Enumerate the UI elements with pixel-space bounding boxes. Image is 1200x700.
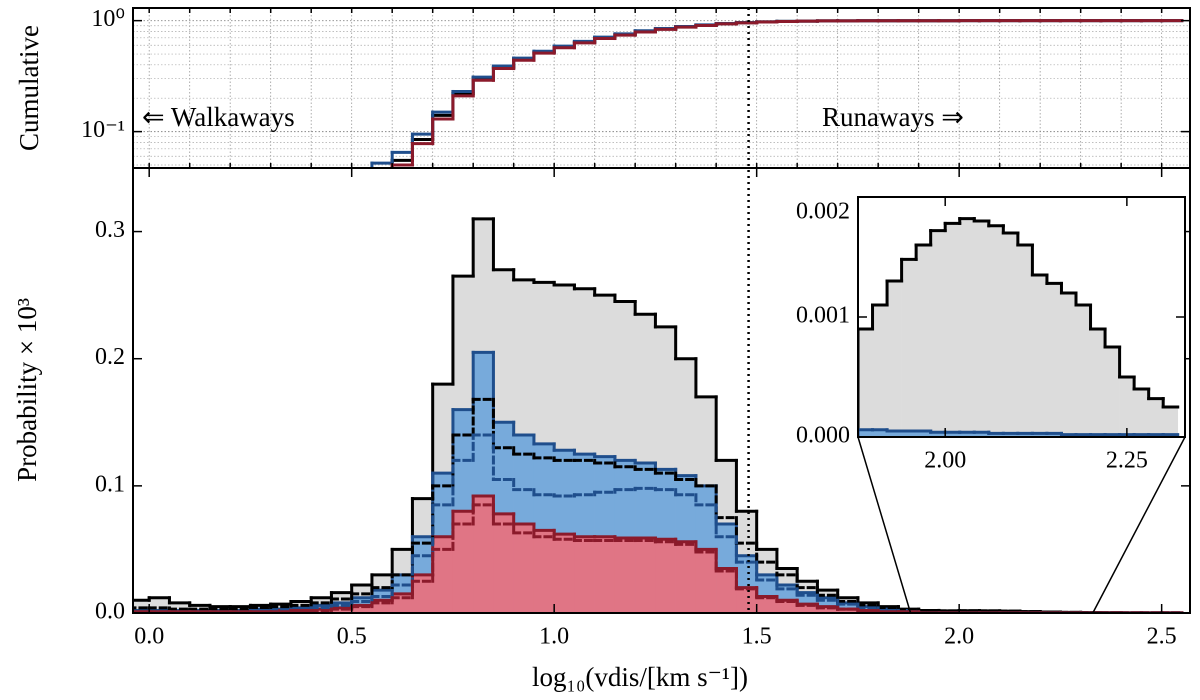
histogram-bar [1003, 233, 1019, 437]
histogram-bar [1017, 433, 1033, 437]
x-tick-label: 2.5 [1147, 624, 1177, 650]
histogram-bar [872, 305, 888, 437]
histogram-bar [452, 511, 474, 613]
zoom-connector [857, 436, 912, 614]
plot-area [133, 8, 1190, 168]
y-tick-label: 0.1 [95, 471, 125, 497]
histogram-bar [1105, 347, 1120, 437]
histogram-bar [872, 429, 888, 437]
annotation-runaways: Runaways ⇒ [822, 102, 964, 132]
y-tick-label: 10⁻¹ [81, 117, 125, 143]
panel-frame [132, 167, 1191, 614]
histogram-bar [1061, 293, 1077, 437]
x-tick-label: 0.0 [134, 624, 164, 650]
x-tick-label: 2.0 [944, 624, 974, 650]
plot-area [858, 217, 1180, 437]
histogram-bar [974, 432, 990, 437]
histogram-bar [655, 539, 676, 613]
histogram-bar [1032, 275, 1048, 437]
x-tick-label: 2.25 [1106, 448, 1148, 474]
histogram-bar [858, 329, 873, 437]
histogram-bar [716, 568, 737, 613]
histogram-bar [1032, 433, 1048, 437]
histogram-bar [959, 218, 975, 437]
y-tick-label: 0.2 [95, 344, 125, 370]
histogram-bar [837, 609, 859, 613]
histogram-bar [432, 536, 454, 613]
histogram-bar [945, 223, 961, 437]
x-tick-label: 2.00 [924, 448, 966, 474]
x-tick-label: 1.0 [539, 624, 569, 650]
histogram-bar [887, 431, 902, 437]
histogram-bar [974, 221, 990, 437]
annotation-walkaways: ⇐ Walkaways [142, 102, 295, 132]
zoom-connector [1092, 436, 1186, 614]
y-tick-label: 0.3 [95, 217, 125, 243]
histogram-bar [1163, 407, 1179, 437]
histogram-bar [776, 600, 798, 613]
x-tick-label: 1.5 [742, 624, 772, 650]
histogram-bar [1017, 245, 1033, 437]
y-tick-label: 0.0 [95, 599, 125, 625]
y-tick-label: 0.000 [796, 423, 850, 449]
x-tick-label: 0.5 [337, 624, 367, 650]
histogram-bar [675, 541, 697, 613]
histogram-bar [858, 429, 873, 437]
y-label: Probability × 10³ [12, 298, 42, 482]
histogram-bar [901, 259, 917, 437]
histogram-bar [554, 534, 575, 613]
y-tick-label: 10⁰ [91, 6, 125, 32]
panel-background [133, 8, 1190, 168]
histogram-bar [574, 536, 595, 613]
histogram-bar [493, 513, 514, 613]
histogram-bar [351, 605, 373, 613]
y-tick-label: 0.002 [796, 199, 850, 225]
histogram-bar [901, 431, 917, 437]
histogram-bar [945, 432, 961, 437]
histogram-bar [412, 574, 433, 613]
histogram-bar [916, 245, 931, 437]
histogram-bar [513, 524, 535, 613]
histogram-bar [594, 536, 616, 613]
histogram-bar [1046, 433, 1062, 437]
histogram-bar [614, 537, 636, 613]
histogram-bar [988, 433, 1004, 437]
histogram-bar [930, 230, 946, 437]
plot-area [133, 217, 1184, 613]
histogram-bar [533, 530, 555, 613]
histogram-bar [635, 537, 656, 613]
histogram-bar [736, 587, 757, 613]
histogram-bar [473, 496, 494, 613]
histogram-bar [1119, 377, 1135, 437]
histogram-bar [756, 596, 778, 613]
histogram-bar [1076, 305, 1091, 437]
histogram-bar [887, 281, 902, 437]
histogram-bar [988, 225, 1004, 437]
histogram-bar [1134, 389, 1149, 437]
histogram-bar [817, 606, 838, 613]
histogram-bar [1090, 329, 1106, 437]
histogram-bar [1148, 398, 1164, 437]
histogram-bar [1003, 433, 1019, 437]
histogram-bar [930, 432, 946, 437]
histogram-bar [959, 432, 975, 437]
y-tick-label: 0.001 [796, 303, 850, 329]
histogram-bar [916, 431, 931, 437]
histogram-bar [1046, 283, 1062, 437]
histogram-bar [797, 604, 818, 613]
histogram-bar [695, 549, 717, 613]
top-y-label: Cumulative [14, 25, 44, 151]
x-label: log₁₀(vdis/[km s⁻¹]) [532, 662, 748, 692]
